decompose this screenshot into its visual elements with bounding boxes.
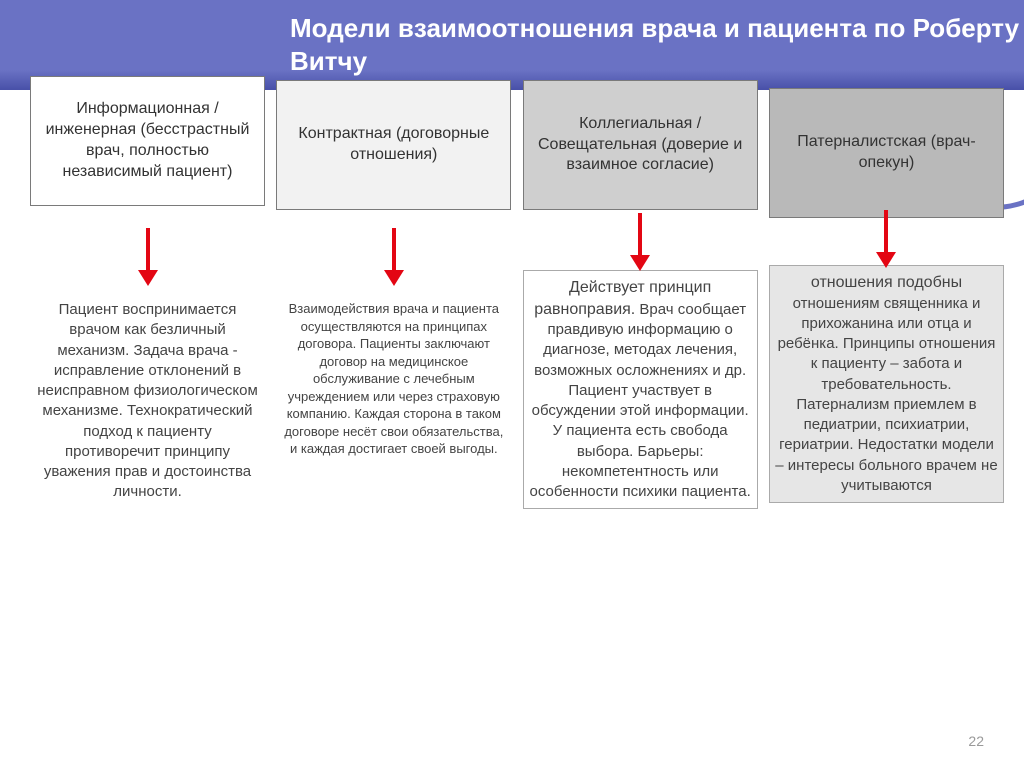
desc-body: отношениям священника и прихожанина или … xyxy=(775,295,997,494)
arrow xyxy=(883,210,889,265)
column-information-model: Информационная / инженерная (бесстрастны… xyxy=(30,80,265,509)
arrow xyxy=(391,210,397,300)
column-paternalistic-model: Патерналистская (врач-опекун) отношения … xyxy=(769,80,1004,509)
description: Пациент воспринимается врачом как безлич… xyxy=(30,300,265,503)
description: отношения подобны отношениям священника … xyxy=(769,265,1004,503)
page-title: Модели взаимоотношения врача и пациента … xyxy=(290,12,1024,77)
columns-container: Информационная / инженерная (бесстрастны… xyxy=(30,80,1004,509)
description: Взаимодействия врача и пациента осуществ… xyxy=(276,300,511,458)
header-box: Коллегиальная /Совещательная (доверие и … xyxy=(523,80,758,210)
page-number: 22 xyxy=(968,733,984,749)
column-contract-model: Контрактная (договорные отношения) Взаим… xyxy=(276,80,511,509)
header-box: Информационная / инженерная (бесстрастны… xyxy=(30,76,265,206)
description: Действует принцип равноправия. Врач сооб… xyxy=(523,270,758,509)
arrow xyxy=(145,210,151,300)
desc-body: Врач сообщает правдивую информацию о диа… xyxy=(530,301,751,501)
header-box: Патерналистская (врач-опекун) xyxy=(769,88,1004,218)
desc-lead: отношения подобны xyxy=(811,274,962,291)
column-collegial-model: Коллегиальная /Совещательная (доверие и … xyxy=(523,80,758,509)
header-box: Контрактная (договорные отношения) xyxy=(276,80,511,210)
arrow xyxy=(637,210,643,270)
